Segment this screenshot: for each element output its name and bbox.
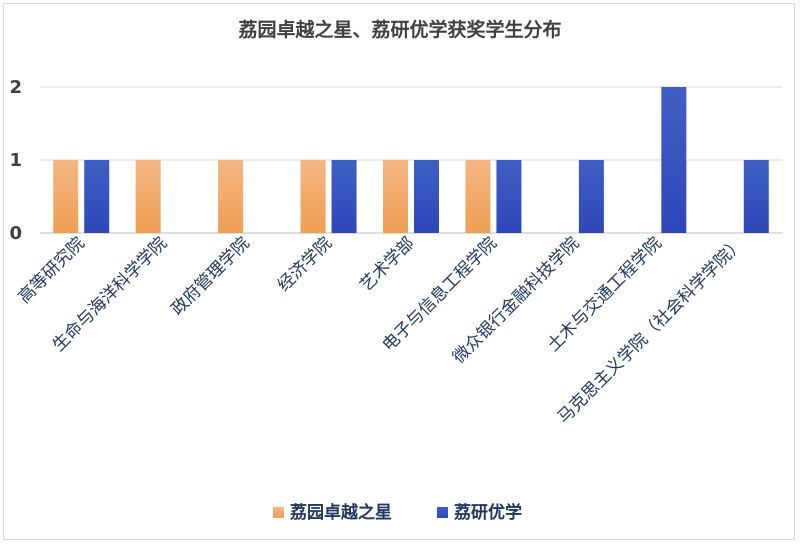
bars: [53, 87, 769, 233]
bar-liyan-youxue: [661, 87, 687, 233]
y-tick-label: 2: [9, 77, 22, 98]
bar-liyuan-zhuoyue: [465, 160, 491, 233]
legend-label: 荔园卓越之星: [289, 502, 392, 523]
bar-liyan-youxue: [496, 160, 522, 233]
legend-swatch: [437, 507, 448, 518]
chart-title: 荔园卓越之星、荔研优学获奖学生分布: [238, 18, 561, 41]
bar-liyan-youxue: [743, 160, 769, 233]
x-category-label: 艺术学部: [356, 233, 418, 295]
bar-liyuan-zhuoyue: [300, 160, 326, 233]
legend-label: 荔研优学: [453, 502, 522, 523]
y-tick-label: 1: [9, 150, 22, 171]
bar-liyuan-zhuoyue: [218, 160, 244, 233]
legend: 荔园卓越之星 荔研优学: [273, 502, 522, 523]
bar-liyan-youxue: [414, 160, 439, 233]
x-category-label: 高等研究院: [15, 233, 89, 307]
bar-liyan-youxue: [84, 160, 110, 233]
bar-liyuan-zhuoyue: [53, 160, 79, 233]
bar-liyan-youxue: [331, 160, 357, 233]
bar-liyuan-zhuoyue: [135, 160, 161, 233]
gridlines: [40, 86, 782, 234]
x-category-label: 马克思主义学院（社会科学学院）: [554, 233, 748, 427]
bar-liyan-youxue: [578, 160, 604, 233]
y-tick-label: 0: [9, 223, 22, 244]
legend-swatch: [273, 507, 284, 518]
x-category-label: 政府管理学院: [167, 233, 253, 319]
bar-liyuan-zhuoyue: [383, 160, 408, 233]
x-category-label: 经济学院: [274, 233, 336, 295]
y-axis-ticks: 0 1 2: [9, 77, 22, 244]
